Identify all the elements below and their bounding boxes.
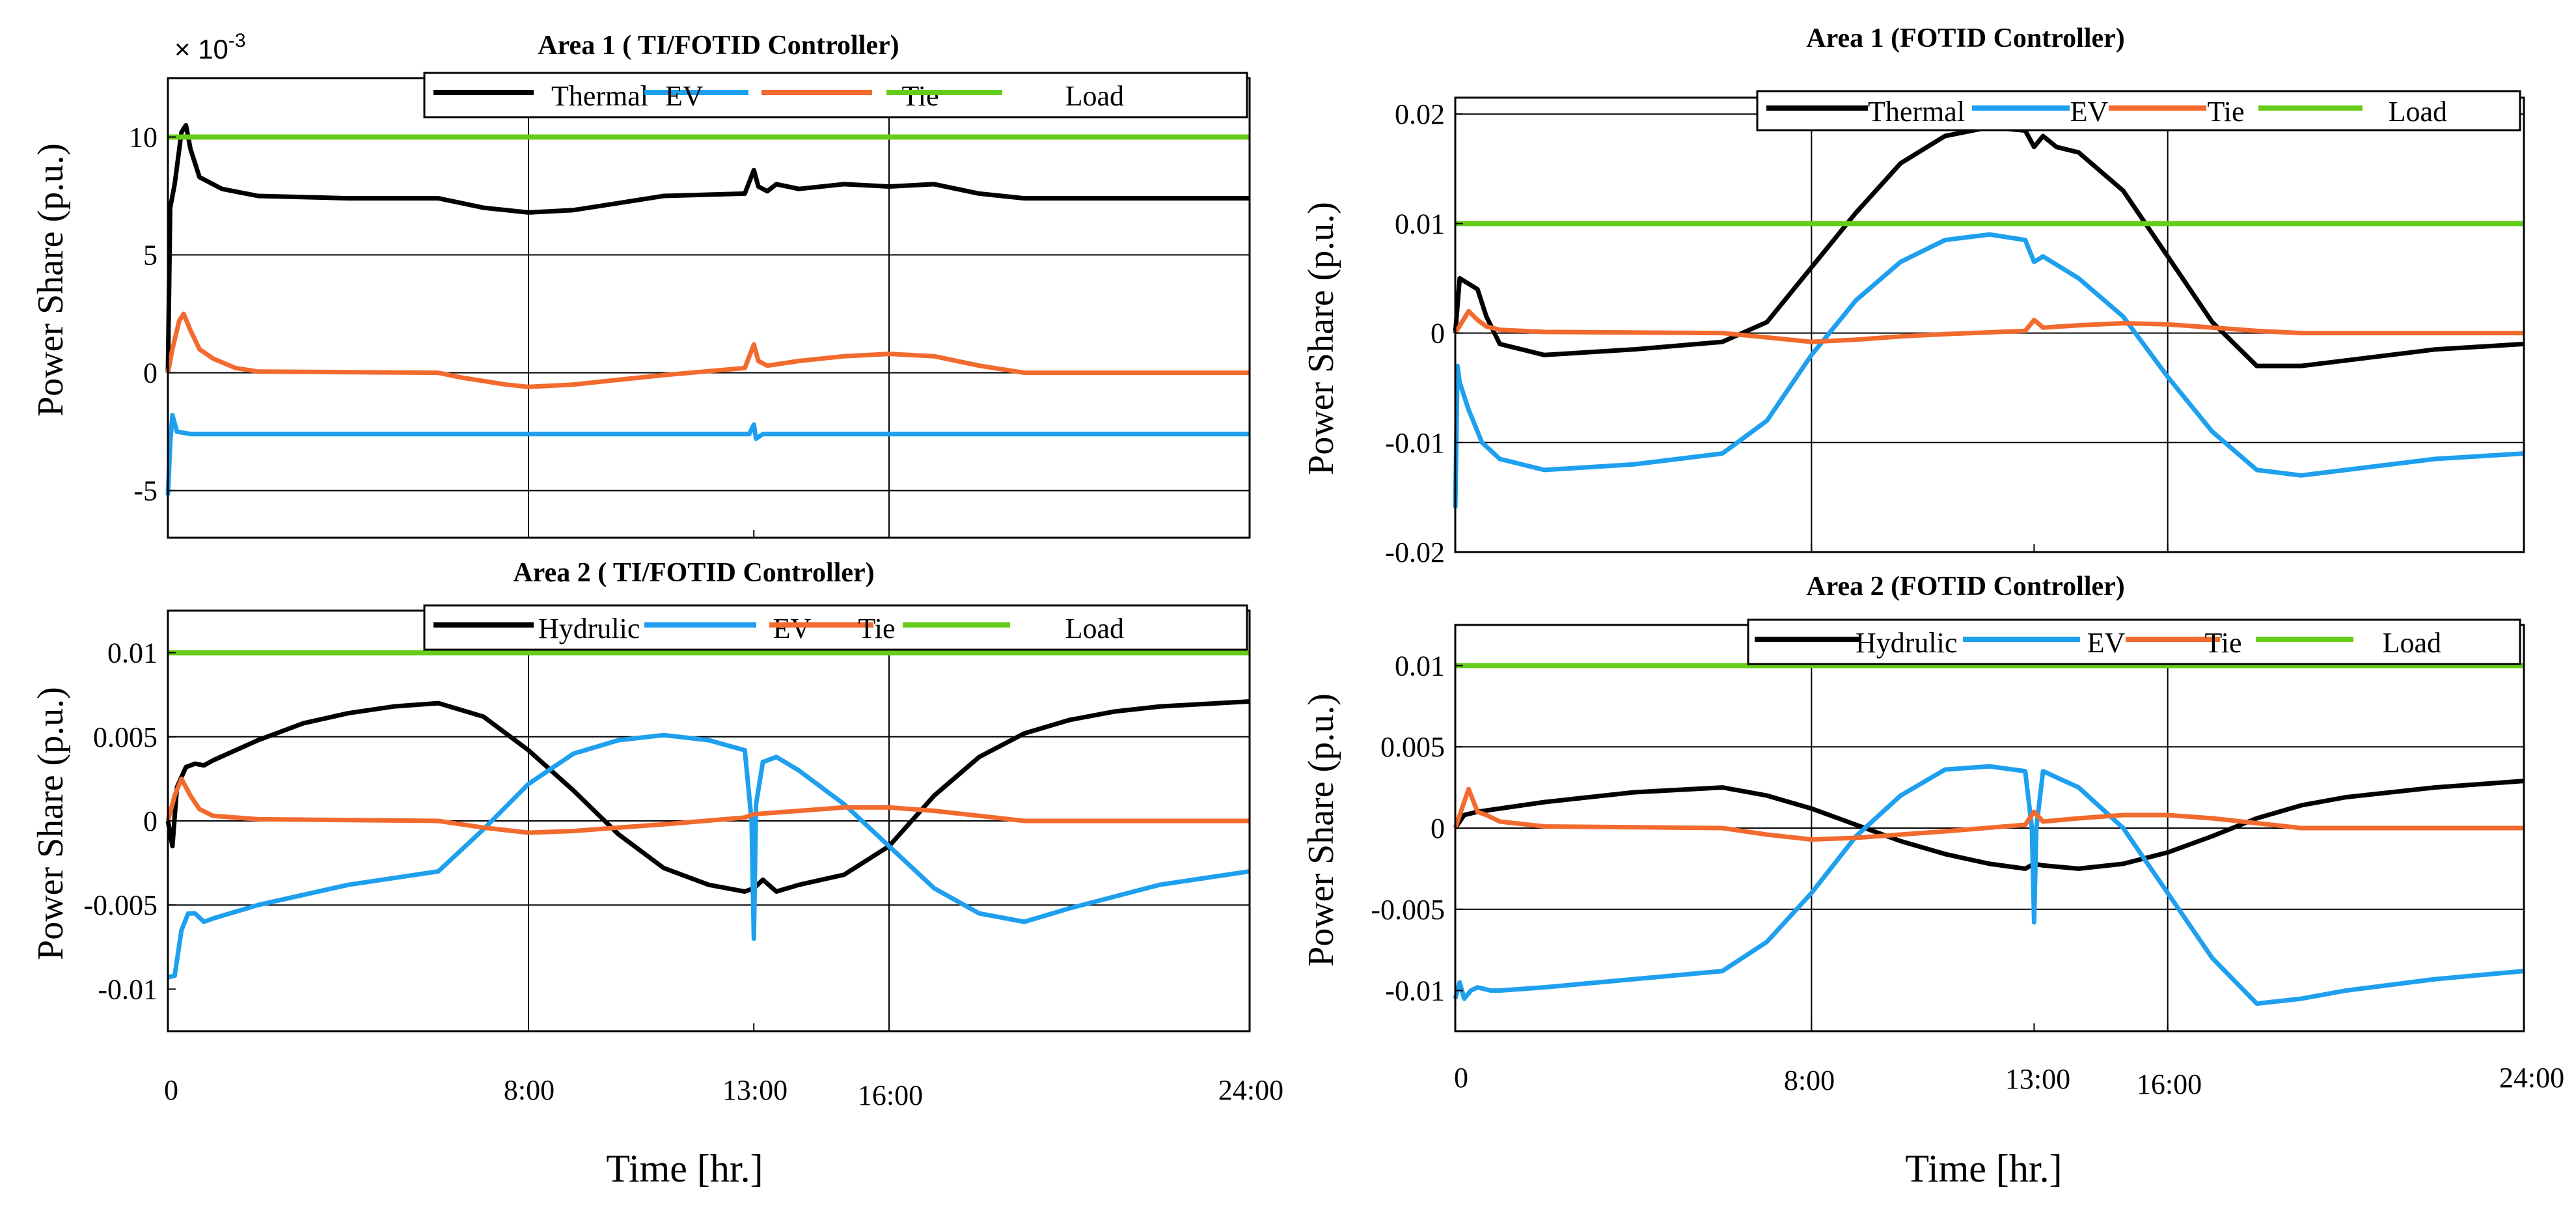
x-tick-label: 16:00 <box>858 1079 923 1111</box>
legend-label-tie: Tie <box>2207 96 2244 128</box>
y-multiplier: × 10-3 <box>174 30 246 64</box>
legend-label-tie: Tie <box>901 80 939 112</box>
y-tick-label: 0 <box>143 805 158 837</box>
legend-label-hydrulic: Hydrulic <box>1856 627 1957 659</box>
legend-label-load: Load <box>1065 80 1124 112</box>
series-line-tie <box>165 311 1250 389</box>
x-axis-label: Time [hr.] <box>1905 1147 2062 1190</box>
y-tick-label: 0.01 <box>1395 650 1445 682</box>
panel-area2-ti-fotid: Area 2 ( TI/FOTID Controller) Power Shar… <box>31 558 1251 1032</box>
y-tick-label: 0.01 <box>107 637 158 669</box>
y-tick-label: -0.01 <box>1385 975 1445 1007</box>
x-tick-label: 24:00 <box>1218 1074 1283 1106</box>
plot-area: 0.01 0.005 0 -0.005 -0.01 <box>83 609 1251 1032</box>
series-line-ev <box>1453 232 2525 508</box>
legend-label-load: Load <box>2389 96 2447 128</box>
x-tick-label: 13:00 <box>722 1074 788 1106</box>
x-tick-label: 8:00 <box>1784 1064 1835 1096</box>
panel-title: Area 2 ( TI/FOTID Controller) <box>513 558 874 588</box>
y-tick-label: -0.005 <box>1371 894 1445 926</box>
axes-frame <box>167 77 1251 539</box>
y-tick-label: 0 <box>1431 318 1445 350</box>
series-line-tie <box>1453 786 2524 842</box>
legend-label-load: Load <box>2383 627 2441 659</box>
x-axis-label: Time [hr.] <box>606 1147 763 1190</box>
y-multiplier-exponent: -3 <box>228 30 246 51</box>
x-tick-label: 8:00 <box>504 1074 555 1106</box>
legend-box <box>1756 90 2521 132</box>
y-multiplier-base: × 10 <box>174 34 228 64</box>
y-tick-label: 0 <box>1431 812 1445 844</box>
x-tick-label: 16:00 <box>2137 1068 2202 1100</box>
right-x-axis: 0 8:00 13:00 16:00 24:00 Time [hr.] <box>1454 1062 2564 1190</box>
series-line-ev <box>167 732 1250 980</box>
y-axis-label: Power Share (p.u.) <box>31 687 71 960</box>
legend-label-load: Load <box>1065 613 1124 644</box>
y-tick-label: -0.01 <box>98 973 158 1005</box>
legend-label-thermal: Thermal <box>551 80 648 112</box>
legend-label-tie: Tie <box>858 613 895 644</box>
panel-area2-fotid: Area 2 (FOTID Controller) Power Share (p… <box>1301 572 2525 1032</box>
series-line-ev <box>165 413 1250 495</box>
y-tick-label: 0.01 <box>1395 208 1445 240</box>
legend: Thermal EV Tie Load <box>1756 90 2521 132</box>
series-line-hydrulic <box>165 699 1250 894</box>
axes-frame <box>1454 96 2525 553</box>
panel-area1-fotid: Area 1 (FOTID Controller) Power Share (p… <box>1301 23 2525 568</box>
y-tick-label: -0.01 <box>1385 427 1445 459</box>
legend-label-ev: EV <box>665 80 704 112</box>
plot-area: 10 5 0 -5 <box>129 77 1251 539</box>
series-line-tie <box>165 776 1250 835</box>
legend: Hydrulic EV Tie Load <box>423 604 1248 651</box>
x-tick-label: 13:00 <box>2005 1063 2070 1095</box>
panel-title: Area 1 ( TI/FOTID Controller) <box>538 31 899 61</box>
left-x-axis: 0 8:00 13:00 16:00 24:00 Time [hr.] <box>164 1074 1283 1190</box>
y-tick-label: 0 <box>143 357 158 389</box>
x-tick-label: 24:00 <box>2499 1062 2564 1094</box>
legend-label-ev: EV <box>2087 627 2126 659</box>
y-tick-label: 0.005 <box>93 721 158 753</box>
x-tick-label: 0 <box>164 1074 178 1106</box>
legend: Thermal EV Tie Load <box>423 72 1248 118</box>
legend: Hydrulic EV Tie Load <box>1747 618 2521 665</box>
series-line-thermal <box>165 122 1250 373</box>
series-line-tie <box>1453 309 2524 344</box>
y-tick-label: 5 <box>143 240 158 271</box>
legend-label-thermal: Thermal <box>1868 96 1965 128</box>
y-axis-label: Power Share (p.u.) <box>1301 693 1341 967</box>
y-tick-label: 10 <box>129 122 158 154</box>
series-line-ev <box>1453 764 2525 1006</box>
legend-label-hydrulic: Hydrulic <box>538 613 640 644</box>
y-axis-label: Power Share (p.u.) <box>31 143 71 417</box>
panel-area1-ti-fotid: Area 1 ( TI/FOTID Controller) × 10-3 Pow… <box>31 30 1251 539</box>
plot-area: 0.02 0.01 0 -0.01 -0.02 <box>1385 96 2525 568</box>
panel-title: Area 1 (FOTID Controller) <box>1806 23 2125 53</box>
y-tick-label: -0.02 <box>1385 536 1445 568</box>
legend-label-ev: EV <box>2070 96 2109 128</box>
series-line-hydrulic <box>1453 779 2525 871</box>
plot-area: 0.01 0.005 0 -0.005 -0.01 <box>1371 624 2525 1032</box>
y-tick-label: -5 <box>133 475 158 507</box>
y-tick-label: 0.005 <box>1380 731 1445 763</box>
legend-label-ev: EV <box>773 613 812 644</box>
x-tick-label: 0 <box>1454 1062 1468 1094</box>
y-axis-label: Power Share (p.u.) <box>1301 202 1341 475</box>
legend-label-tie: Tie <box>2204 627 2241 659</box>
y-tick-label: -0.005 <box>83 889 158 921</box>
panel-title: Area 2 (FOTID Controller) <box>1806 572 2125 602</box>
y-tick-label: 0.02 <box>1395 98 1445 130</box>
